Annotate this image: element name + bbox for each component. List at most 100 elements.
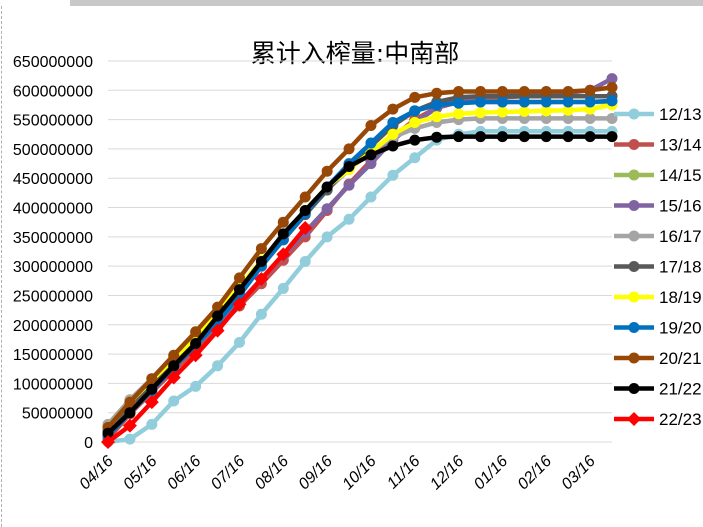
data-point xyxy=(321,203,333,215)
legend-entry-15-16[interactable]: 15/16 xyxy=(614,197,702,216)
data-point xyxy=(584,84,596,96)
data-point xyxy=(146,418,158,430)
legend-entry-19-20[interactable]: 19/20 xyxy=(614,319,702,338)
data-point xyxy=(562,131,574,143)
series-20-21 xyxy=(102,81,618,433)
legend-marker xyxy=(628,139,640,150)
legend-entry-21-22[interactable]: 21/22 xyxy=(614,380,702,399)
data-point xyxy=(453,85,465,97)
data-point xyxy=(584,96,596,108)
data-point xyxy=(387,103,399,115)
data-point xyxy=(562,85,574,97)
legend-marker xyxy=(628,200,640,211)
data-point xyxy=(475,131,487,143)
data-point xyxy=(518,96,530,108)
data-point xyxy=(299,191,311,203)
legend-entry-20-21[interactable]: 20/21 xyxy=(614,349,702,368)
data-point xyxy=(431,87,443,99)
data-point xyxy=(210,323,225,338)
data-point xyxy=(409,134,421,146)
data-point xyxy=(233,336,245,348)
x-tick-label: 02/16 xyxy=(515,453,555,493)
data-point xyxy=(254,272,269,287)
data-point xyxy=(540,85,552,97)
data-point xyxy=(584,112,596,124)
y-axis-ticks: 0 50000000 100000000 150000000 200000000 2500… xyxy=(13,54,93,452)
legend-label: 20/21 xyxy=(659,349,702,368)
x-tick-label: 04/16 xyxy=(76,453,116,493)
data-point xyxy=(299,255,311,267)
data-point xyxy=(540,131,552,143)
series-plot-area xyxy=(101,73,618,449)
data-point xyxy=(387,117,399,129)
data-point xyxy=(276,247,291,262)
data-point xyxy=(343,161,355,173)
data-point xyxy=(365,149,377,161)
data-point xyxy=(277,282,289,294)
data-point xyxy=(255,243,267,255)
data-point xyxy=(365,191,377,203)
data-point xyxy=(122,418,137,433)
data-point xyxy=(387,128,399,140)
data-point xyxy=(365,119,377,131)
series-line xyxy=(106,93,612,432)
legend-label: 18/19 xyxy=(659,288,702,307)
legend-label: 19/20 xyxy=(659,319,702,338)
legend-marker xyxy=(628,261,640,272)
legend-entry-17-18[interactable]: 17/18 xyxy=(614,258,702,277)
series-line xyxy=(106,93,612,441)
data-point xyxy=(212,310,224,322)
data-point xyxy=(299,204,311,216)
data-point xyxy=(190,338,202,350)
data-point xyxy=(124,407,136,419)
legend-entry-16-17[interactable]: 16/17 xyxy=(614,227,702,246)
data-point xyxy=(212,360,224,372)
data-point xyxy=(562,104,574,116)
data-point xyxy=(540,112,552,124)
legend-marker xyxy=(628,383,640,394)
x-tick-label: 06/16 xyxy=(164,453,204,493)
y-tick-label: 600000000 xyxy=(13,83,93,100)
legend-label: 15/16 xyxy=(659,197,702,216)
chart-title: 累计入榨量:中南部 xyxy=(251,39,459,68)
data-point xyxy=(101,435,115,449)
data-point xyxy=(365,137,377,149)
data-point xyxy=(562,96,574,108)
data-point xyxy=(496,96,508,108)
legend-label: 14/15 xyxy=(659,166,702,185)
data-point xyxy=(453,108,465,120)
series-22-23 xyxy=(101,221,313,449)
legend-marker xyxy=(628,322,640,333)
data-point xyxy=(188,348,203,363)
x-tick-label: 09/16 xyxy=(296,453,336,493)
y-tick-label: 450000000 xyxy=(13,171,93,188)
data-point xyxy=(168,349,180,361)
data-point xyxy=(496,85,508,97)
x-tick-label: 01/16 xyxy=(471,453,511,493)
y-tick-label: 500000000 xyxy=(13,142,93,159)
data-point xyxy=(475,85,487,97)
series-line xyxy=(106,116,612,426)
data-point xyxy=(584,131,596,143)
data-point xyxy=(343,143,355,155)
legend-marker xyxy=(628,169,640,181)
legend-entry-13-14[interactable]: 13/14 xyxy=(614,136,702,155)
series-line xyxy=(106,134,612,435)
y-tick-label: 50000000 xyxy=(22,406,93,423)
data-point xyxy=(146,373,158,385)
top-scrollbar[interactable] xyxy=(70,0,703,6)
legend-entry-22-23[interactable]: 22/23 xyxy=(614,410,702,429)
data-point xyxy=(190,326,202,338)
y-tick-label: 550000000 xyxy=(13,113,93,130)
data-point xyxy=(343,179,355,191)
legend-entry-18-19[interactable]: 18/19 xyxy=(614,288,702,307)
data-point xyxy=(277,216,289,228)
legend-entry-12-13[interactable]: 12/13 xyxy=(614,105,702,124)
data-point xyxy=(453,97,465,109)
legend[interactable]: 12/13 13/14 14/15 15/16 16/17 17/18 18/19 19/20… xyxy=(614,105,702,429)
legend-marker xyxy=(628,108,640,120)
legend-entry-14-15[interactable]: 14/15 xyxy=(614,166,702,185)
data-point xyxy=(562,112,574,124)
data-point xyxy=(606,73,618,85)
